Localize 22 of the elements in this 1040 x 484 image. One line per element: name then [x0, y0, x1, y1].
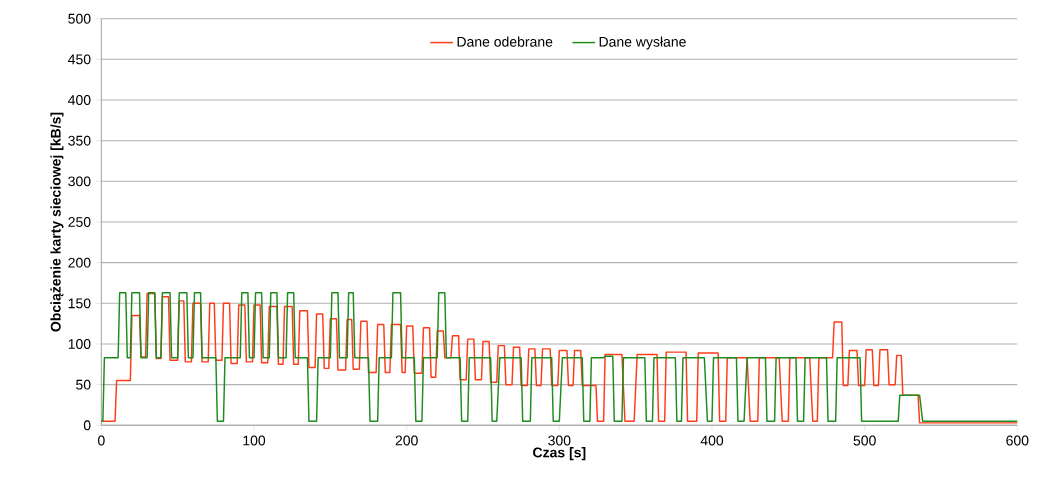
y-tick-label: 100 [68, 339, 91, 349]
y-tick-label: 450 [68, 54, 91, 65]
y-tick-label: 200 [68, 257, 91, 268]
y-tick-label: 400 [68, 95, 91, 105]
y-tick-label: 250 [68, 217, 91, 227]
y-tick-label: 500 [68, 13, 91, 24]
y-tick-label: 150 [68, 298, 91, 309]
x-tick-label: 300 [548, 435, 571, 446]
y-axis-title: Obciążenie karty sieciowej [kB/s] [50, 112, 64, 332]
y-tick-label: 0 [83, 420, 91, 431]
legend-label: Dane wysłane [599, 36, 686, 50]
x-tick-label: 500 [853, 435, 876, 446]
x-axis-title: Czas [s] [533, 447, 586, 461]
y-tick-label: 350 [68, 135, 91, 146]
x-tick-label: 100 [243, 435, 266, 446]
x-tick-label: 600 [1006, 435, 1029, 446]
y-tick-label: 50 [76, 379, 91, 390]
x-tick-label: 0 [97, 435, 105, 446]
x-tick-label: 400 [700, 435, 724, 446]
y-tick-label: 300 [68, 176, 91, 187]
legend-label: Dane odebrane [457, 36, 553, 47]
x-tick-label: 200 [395, 435, 418, 446]
